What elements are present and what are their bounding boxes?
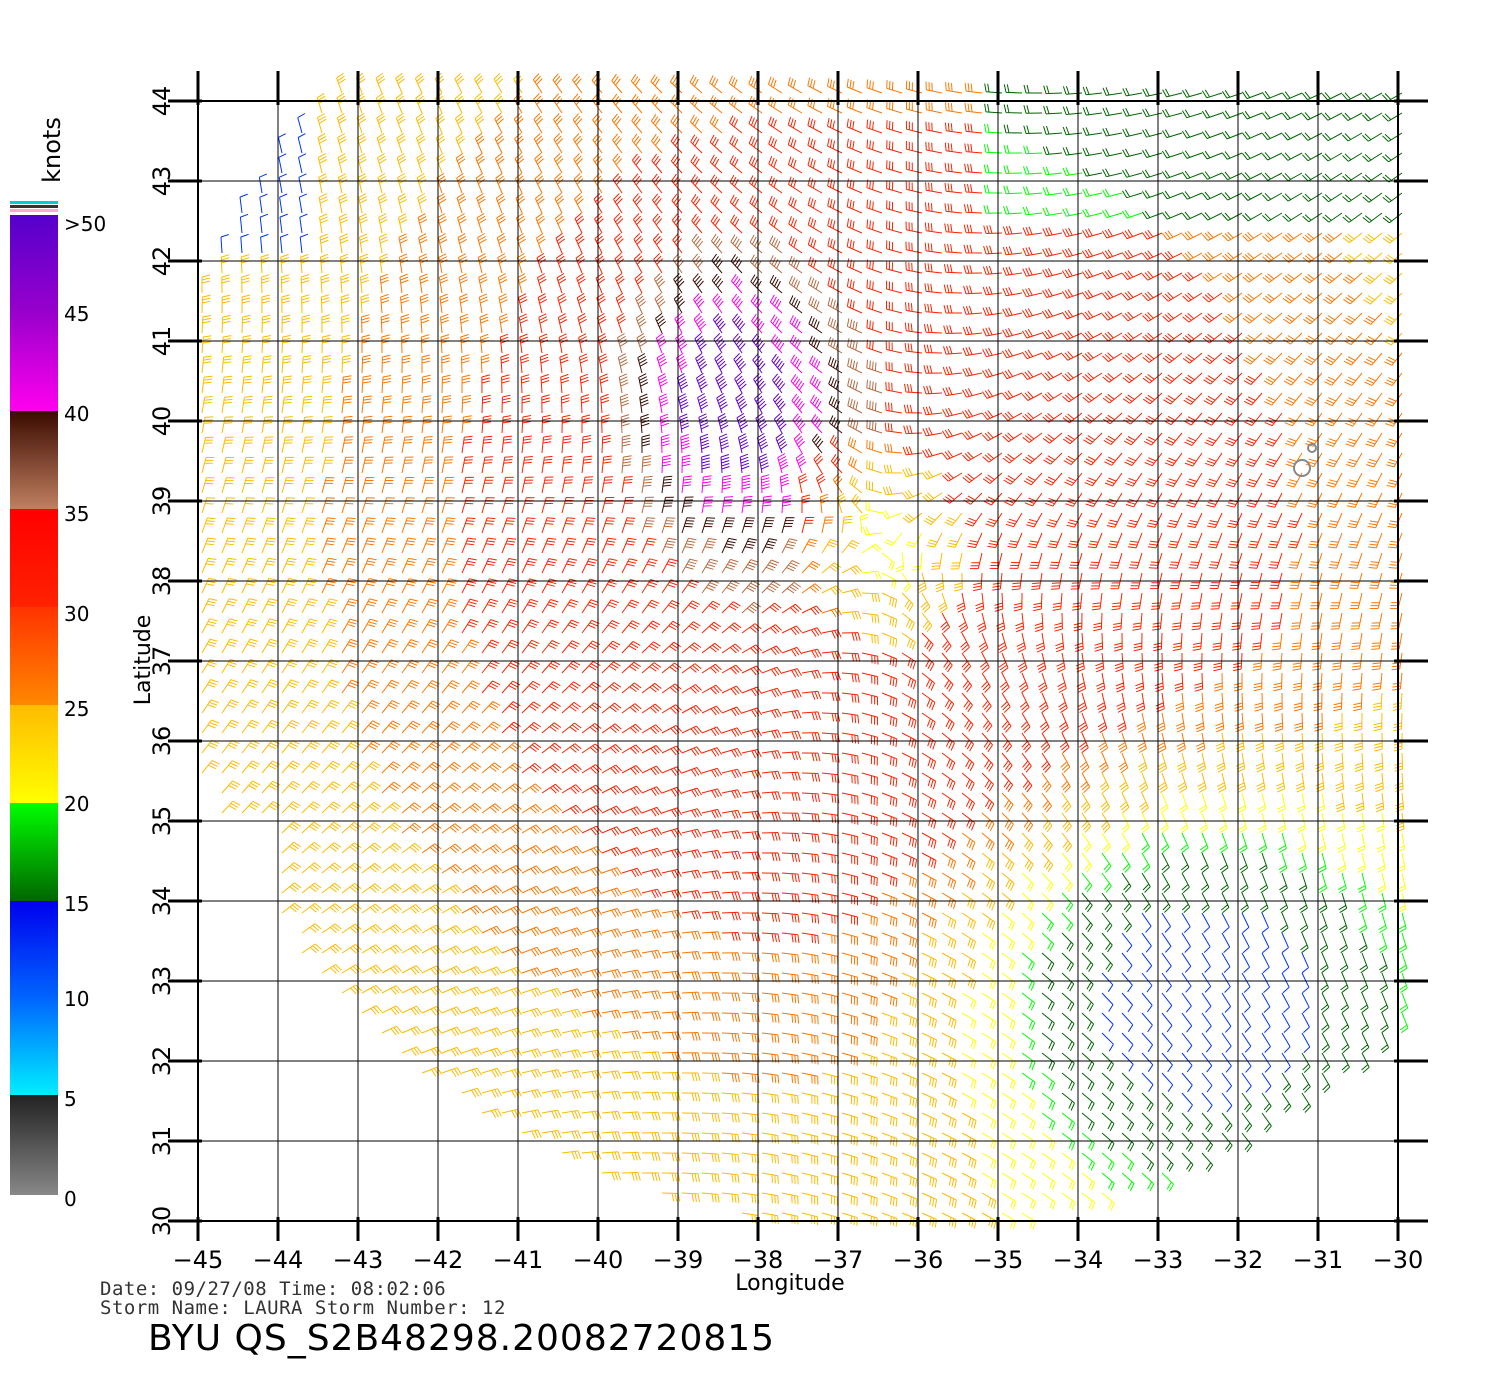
lon-tick-label: −30 <box>1373 1246 1424 1274</box>
lon-tick-label: −44 <box>253 1246 304 1274</box>
lat-tick-label: 33 <box>148 966 176 997</box>
lat-tick-label: 44 <box>148 86 176 117</box>
y-axis-label: Latitude <box>131 615 156 706</box>
legend-label: 40 <box>64 402 89 426</box>
legend-label: 5 <box>64 1087 77 1111</box>
legend-label: 15 <box>64 892 89 916</box>
lon-tick-label: −41 <box>493 1246 544 1274</box>
wind-barb-group <box>461 115 1303 944</box>
legend-label: 0 <box>64 1187 77 1211</box>
lon-tick-label: −33 <box>1133 1246 1184 1274</box>
lat-tick-label: 34 <box>148 886 176 917</box>
wind-barb-group <box>859 501 1407 1230</box>
lon-tick-label: −32 <box>1213 1246 1264 1274</box>
legend-label: 30 <box>64 602 89 626</box>
island-marker <box>1293 443 1317 477</box>
lat-tick-label: 42 <box>148 246 176 277</box>
wind-barb-group <box>617 233 883 614</box>
legend-unit: knots <box>38 117 66 183</box>
lon-tick-label: −31 <box>1293 1246 1344 1274</box>
lat-tick-label: 39 <box>148 486 176 517</box>
wind-barb-group <box>637 253 843 554</box>
map-grid <box>168 71 1428 1241</box>
legend-label: 25 <box>64 697 89 721</box>
lat-tick-label: 37 <box>148 646 176 677</box>
wind-barb-group <box>321 73 1403 1085</box>
lat-tick-label: 35 <box>148 806 176 837</box>
wind-barb-group <box>655 273 823 514</box>
lon-tick-label: −38 <box>733 1246 784 1274</box>
legend-label: 20 <box>64 792 89 816</box>
wind-barb-group <box>220 113 1311 1113</box>
wind-barbs <box>201 72 1409 1230</box>
lat-tick-label: 32 <box>148 1046 176 1077</box>
lat-tick-label: 43 <box>148 166 176 197</box>
legend-label: 35 <box>64 502 89 526</box>
lon-tick-label: −36 <box>893 1246 944 1274</box>
lon-tick-label: −40 <box>573 1246 624 1274</box>
legend-label: 10 <box>64 987 89 1011</box>
legend-label: 45 <box>64 302 89 326</box>
lon-tick-label: −42 <box>413 1246 464 1274</box>
lon-tick-label: −35 <box>973 1246 1024 1274</box>
lon-tick-label: −43 <box>333 1246 384 1274</box>
lon-tick-label: −34 <box>1053 1246 1104 1274</box>
color-bar-legend <box>10 201 58 1195</box>
wind-barb-group <box>983 123 1409 1192</box>
legend-label: >50 <box>64 212 106 236</box>
x-axis-label: Longitude <box>735 1271 844 1296</box>
date-time-line: Date: 09/27/08 Time: 08:02:06 <box>100 1278 447 1300</box>
lat-tick-label: 31 <box>148 1126 176 1157</box>
storm-info-line: Storm Name: LAURA Storm Number: 12 <box>100 1297 506 1319</box>
product-title: BYU QS_S2B48298.20082720815 <box>148 1318 776 1359</box>
lat-tick-label: 30 <box>148 1206 176 1237</box>
legend-labels: 0 5 10 15 20 25 30 35 40 45 >50 <box>64 212 106 1211</box>
wind-barb-group <box>984 83 1403 1172</box>
lat-tick-label: 36 <box>148 726 176 757</box>
lat-tick-label: 38 <box>148 566 176 597</box>
tick-labels: −45 −44 −43 −42 −41 −40 −39 −38 −37 −36 −35 −34 −33 −… <box>148 86 1423 1274</box>
wind-barb-group <box>676 313 788 474</box>
lat-tick-label: 40 <box>148 406 176 437</box>
lon-tick-label: −37 <box>813 1246 864 1274</box>
lon-tick-label: −39 <box>653 1246 704 1274</box>
wind-barb-group <box>201 72 1405 1229</box>
lon-tick-label: −45 <box>173 1246 224 1274</box>
lat-tick-label: 41 <box>148 326 176 357</box>
